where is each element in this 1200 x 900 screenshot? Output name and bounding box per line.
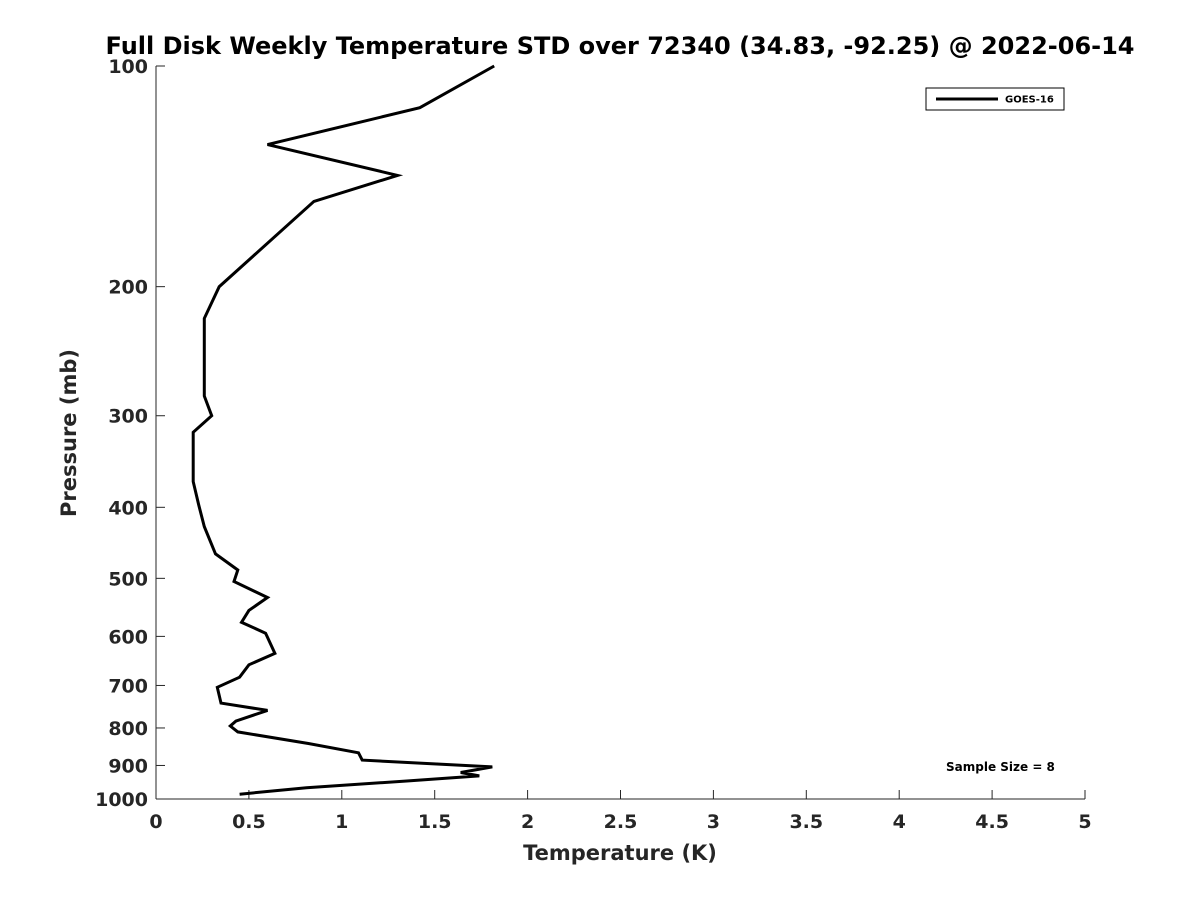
y-tick-label: 900: [108, 755, 148, 777]
x-axis-label: Temperature (K): [523, 841, 717, 865]
x-tick-label: 2: [521, 811, 534, 833]
x-tick-label: 0.5: [232, 811, 266, 833]
x-tick-label: 2.5: [604, 811, 638, 833]
x-axis: 0 0.5 1 1.5 2 2.5 3 3.5 4 4.5 5: [149, 790, 1092, 833]
x-tick-label: 3.5: [789, 811, 823, 833]
series-line-goes-16: [191, 64, 495, 796]
x-tick-label: 1.5: [418, 811, 452, 833]
x-tick-label: 4.5: [975, 811, 1009, 833]
y-tick-label: 700: [108, 675, 148, 697]
x-tick-label: 4: [893, 811, 906, 833]
y-tick-label: 1000: [95, 789, 148, 811]
y-tick-label: 100: [108, 56, 148, 78]
x-tick-label: 3: [707, 811, 720, 833]
y-axis-label: Pressure (mb): [57, 349, 81, 517]
y-tick-label: 200: [108, 277, 148, 299]
sample-size-annotation: Sample Size = 8: [946, 760, 1055, 774]
series-layer: [191, 64, 495, 796]
x-tick-label: 5: [1078, 811, 1091, 833]
legend-label-goes-16: GOES-16: [1005, 95, 1054, 106]
x-tick-label: 0: [149, 811, 162, 833]
y-tick-label: 500: [108, 568, 148, 590]
y-tick-label: 800: [108, 718, 148, 740]
y-tick-label: 300: [108, 406, 148, 428]
y-axis: 100 200 300 400 500 600 700 800 900 1000: [95, 56, 165, 811]
x-tick-label: 1: [335, 811, 348, 833]
legend: GOES-16: [925, 87, 1065, 111]
plot-area: [155, 66, 1085, 800]
chart-title: Full Disk Weekly Temperature STD over 72…: [106, 32, 1135, 60]
y-tick-label: 400: [108, 497, 148, 519]
y-tick-label: 600: [108, 626, 148, 648]
